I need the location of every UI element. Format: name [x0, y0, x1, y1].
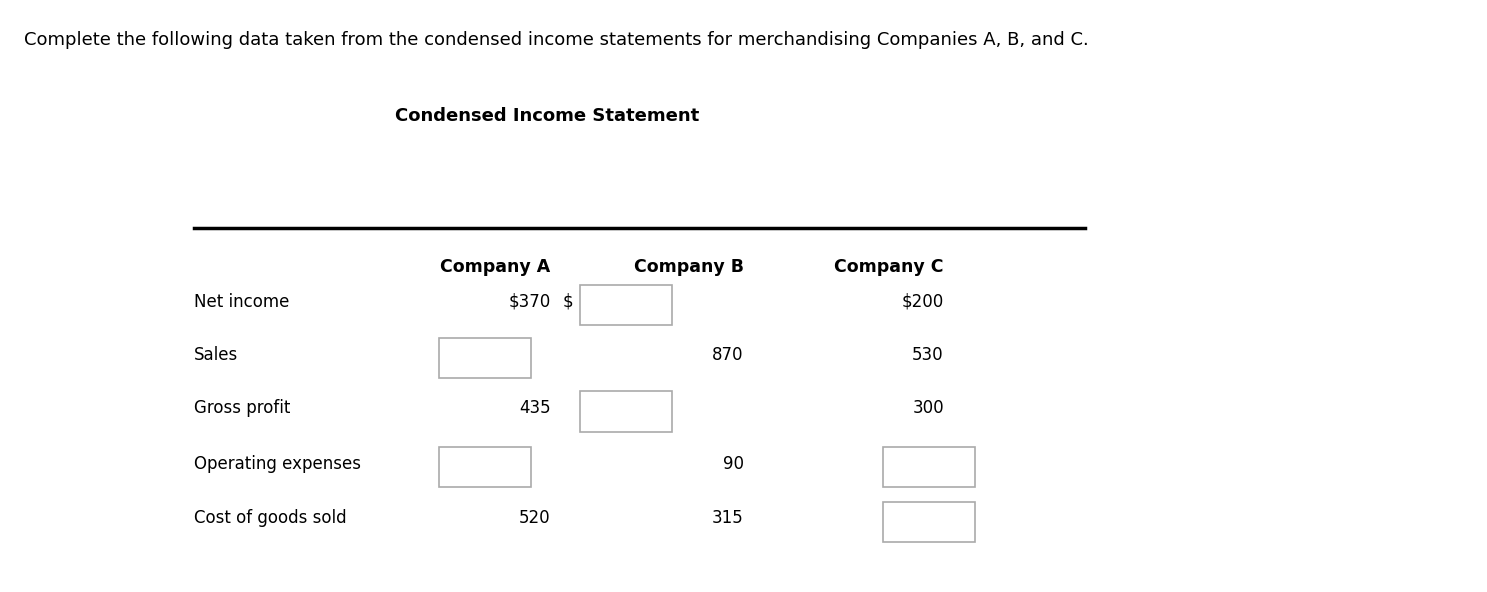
- Text: Sales: Sales: [195, 346, 238, 364]
- FancyBboxPatch shape: [883, 448, 975, 487]
- Text: 300: 300: [912, 399, 944, 417]
- FancyBboxPatch shape: [439, 339, 531, 378]
- Text: Condensed Income Statement: Condensed Income Statement: [394, 108, 699, 126]
- Text: Company C: Company C: [834, 258, 944, 276]
- Text: Net income: Net income: [195, 293, 290, 311]
- Text: $: $: [562, 293, 572, 311]
- FancyBboxPatch shape: [580, 285, 672, 326]
- Text: 90: 90: [723, 455, 744, 473]
- FancyBboxPatch shape: [883, 501, 975, 542]
- Text: Company A: Company A: [440, 258, 550, 276]
- Text: 315: 315: [712, 509, 744, 527]
- Text: $200: $200: [901, 293, 944, 311]
- Text: 520: 520: [519, 509, 550, 527]
- Text: Operating expenses: Operating expenses: [195, 455, 361, 473]
- FancyBboxPatch shape: [439, 448, 531, 487]
- Text: Cost of goods sold: Cost of goods sold: [195, 509, 346, 527]
- Text: Gross profit: Gross profit: [195, 399, 291, 417]
- Text: Complete the following data taken from the condensed income statements for merch: Complete the following data taken from t…: [24, 31, 1088, 49]
- FancyBboxPatch shape: [580, 391, 672, 432]
- Text: Company B: Company B: [633, 258, 744, 276]
- Text: 435: 435: [519, 399, 550, 417]
- Text: $370: $370: [509, 293, 550, 311]
- Text: 530: 530: [912, 346, 944, 364]
- Text: 870: 870: [712, 346, 744, 364]
